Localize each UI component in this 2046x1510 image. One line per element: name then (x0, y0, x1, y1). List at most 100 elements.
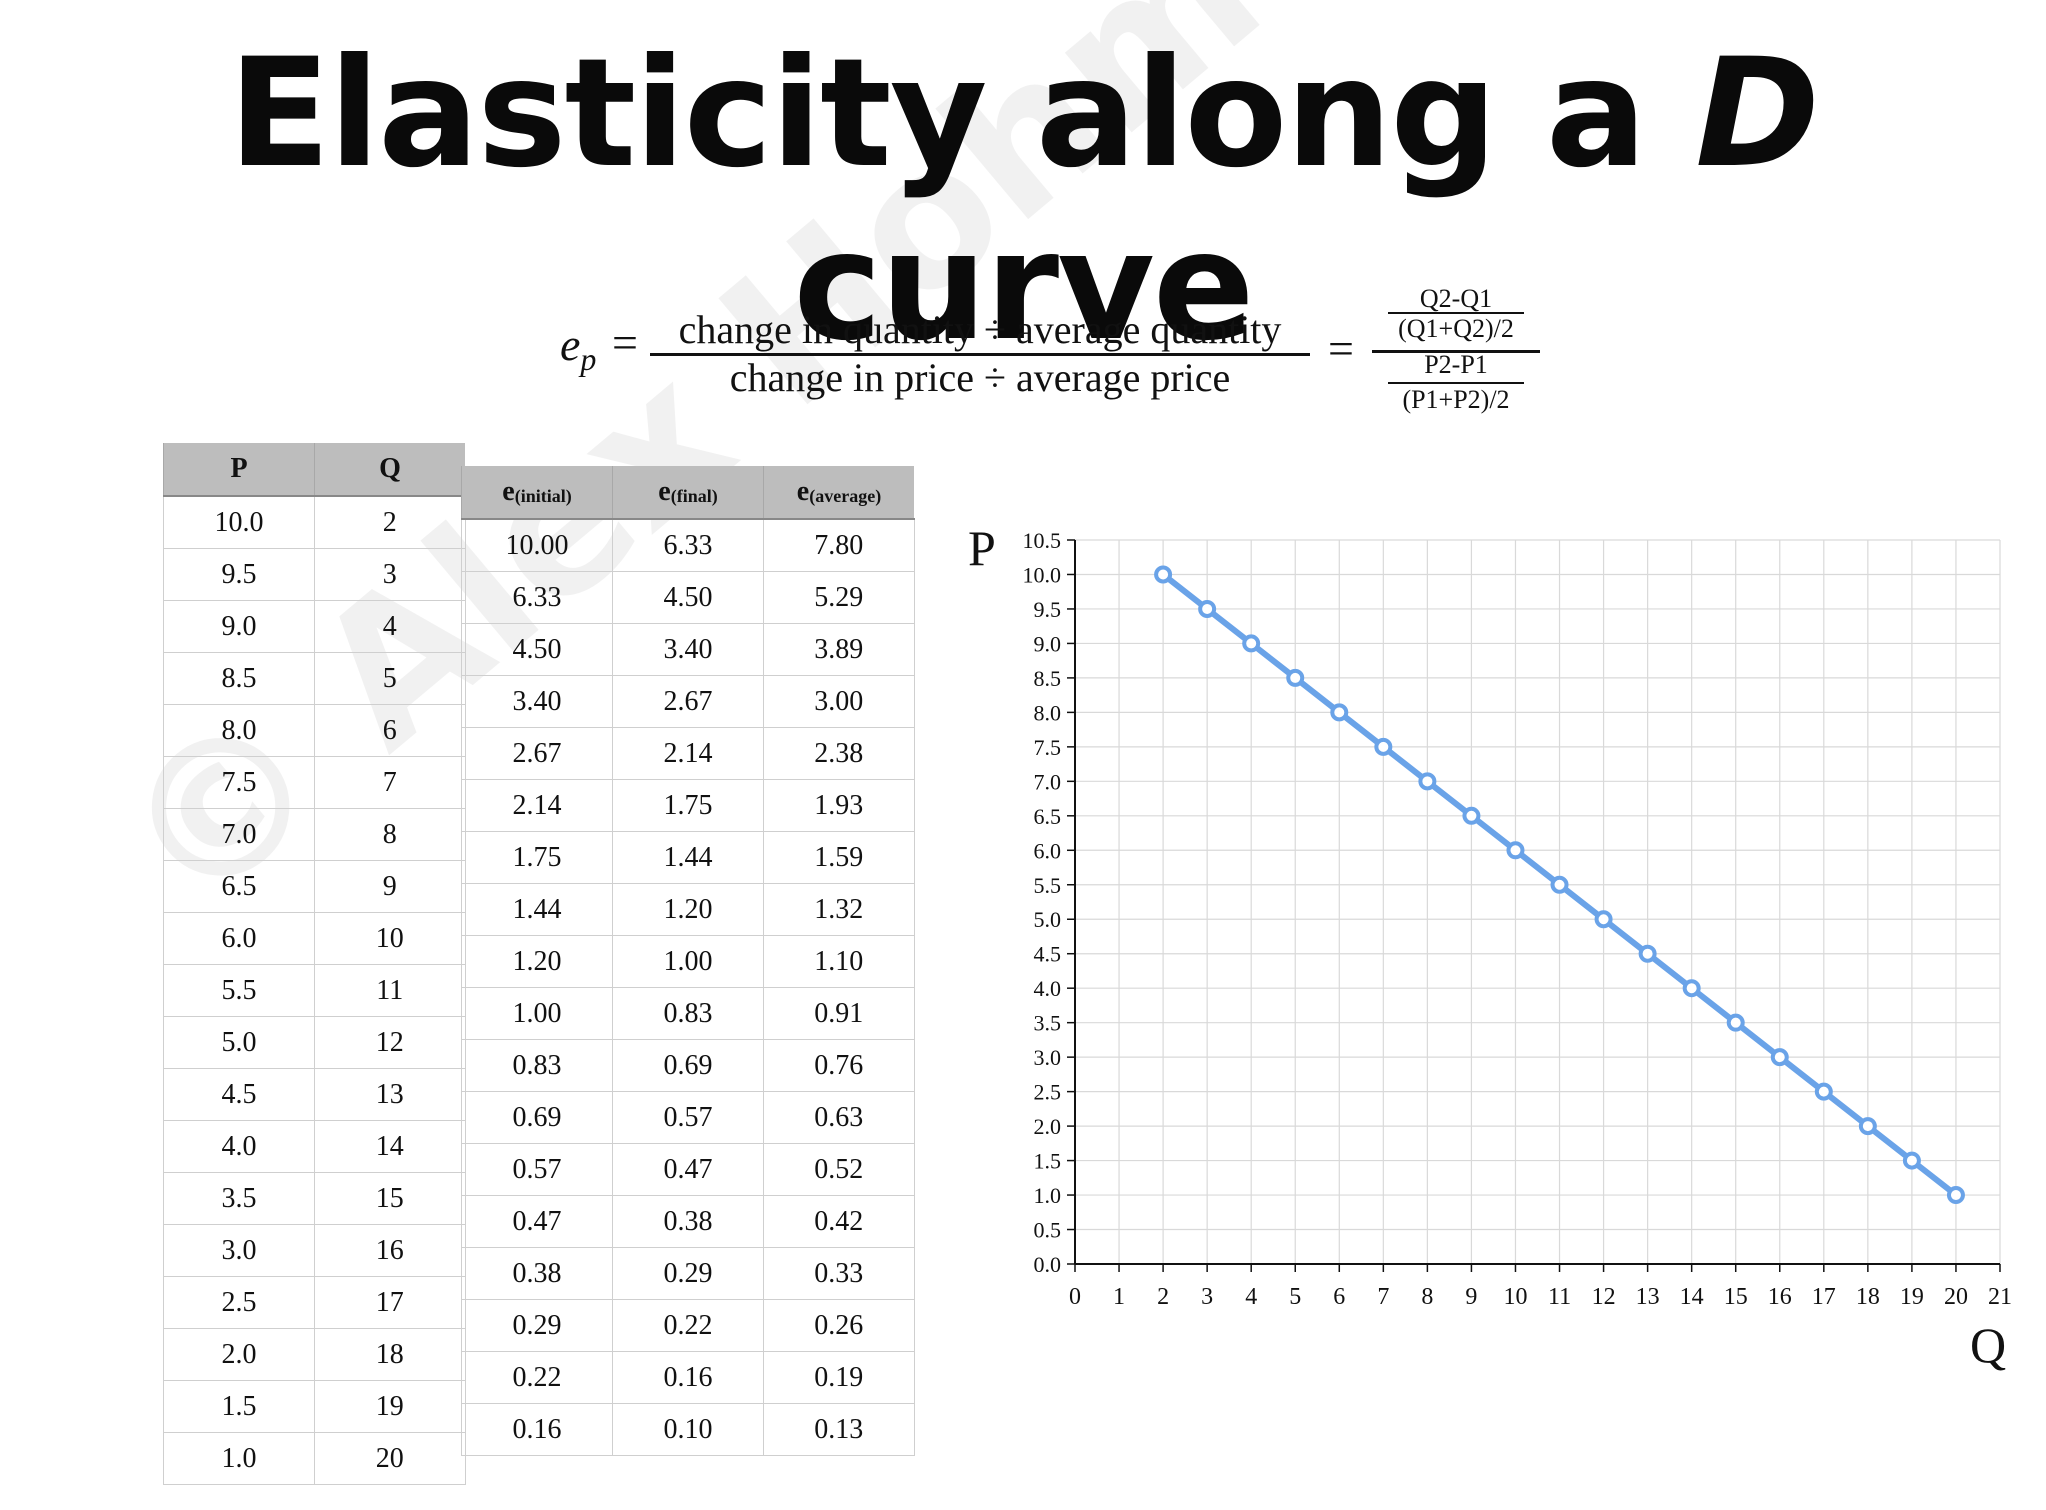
table-row: 6.33 4.50 5.29 (461, 571, 915, 624)
table-row: 1.20 1.00 1.10 (461, 935, 915, 988)
e-cell: 4.50 (461, 623, 613, 676)
e-cell: 3.00 (763, 675, 915, 728)
data-point (1858, 1117, 1877, 1136)
pq-cell: 3 (314, 548, 466, 601)
x-tick-label: 17 (1812, 1284, 1836, 1310)
data-point (1550, 875, 1569, 894)
table-row: 3.5 15 (163, 1172, 466, 1225)
x-tick-label: 5 (1289, 1284, 1301, 1310)
pq-cell: 9.0 (163, 600, 315, 653)
e-cell: 0.16 (612, 1351, 764, 1404)
x-tick-label: 18 (1856, 1284, 1880, 1310)
table-row: 0.57 0.47 0.52 (461, 1143, 915, 1196)
y-tick-label: 6.0 (1034, 838, 1062, 863)
y-tick-label: 8.0 (1034, 700, 1062, 725)
pq-cell: 20 (314, 1432, 466, 1485)
pq-cell: 17 (314, 1276, 466, 1329)
x-tick-label: 16 (1768, 1284, 1792, 1310)
x-tick-label: 21 (1988, 1284, 2012, 1310)
table-row: 0.29 0.22 0.26 (461, 1299, 915, 1352)
data-point (1374, 737, 1393, 756)
y-tick-label: 0.5 (1034, 1218, 1062, 1243)
e-header-sub: (initial) (514, 486, 572, 506)
data-point (1594, 910, 1613, 929)
pq-cell: 10.0 (163, 495, 315, 549)
e-cell: 6.33 (461, 571, 613, 624)
table-row: 2.5 17 (163, 1276, 466, 1329)
y-tick-label: 6.5 (1034, 804, 1062, 829)
pq-header-cell: P (163, 443, 315, 497)
e-cell: 0.57 (461, 1143, 613, 1196)
table-row: 3.0 16 (163, 1224, 466, 1277)
y-tick-label: 5.0 (1034, 907, 1062, 932)
pq-header-cell: Q (314, 443, 465, 497)
y-tick-label: 10.0 (1023, 562, 1062, 587)
e-cell: 0.38 (612, 1195, 764, 1248)
e-cell: 3.89 (763, 623, 915, 676)
e-cell: 7.80 (763, 518, 915, 572)
x-tick-label: 15 (1724, 1284, 1748, 1310)
y-tick-label: 1.5 (1034, 1149, 1062, 1174)
y-tick-label: 0.0 (1034, 1252, 1062, 1277)
x-tick-label: 9 (1465, 1284, 1477, 1310)
e-cell: 1.00 (461, 987, 613, 1040)
formula-lhs-main: e (560, 319, 581, 370)
table-row: 2.14 1.75 1.93 (461, 779, 915, 832)
e-cell: 0.69 (612, 1039, 764, 1092)
pq-cell: 18 (314, 1328, 466, 1381)
data-point (1638, 944, 1657, 963)
e-header-main: e (502, 476, 515, 507)
formula-lhs-sub: p (580, 341, 597, 378)
formula-q-numerator: Q2-Q1 (1419, 284, 1493, 313)
table-row: 1.00 0.83 0.91 (461, 987, 915, 1040)
table-row: 9.5 3 (163, 548, 466, 601)
data-point (1814, 1082, 1833, 1101)
pq-cell: 8.5 (163, 652, 315, 705)
y-tick-label: 2.5 (1034, 1080, 1062, 1105)
pq-cell: 3.5 (163, 1172, 315, 1225)
table-row: 0.38 0.29 0.33 (461, 1247, 915, 1300)
x-tick-label: 6 (1333, 1284, 1345, 1310)
x-tick-label: 3 (1201, 1284, 1213, 1310)
x-tick-label: 2 (1157, 1284, 1169, 1310)
pq-cell: 7.0 (163, 808, 315, 861)
pq-cell: 7.5 (163, 756, 315, 809)
e-cell: 0.19 (763, 1351, 915, 1404)
data-point (1726, 1013, 1745, 1032)
e-cell: 0.52 (763, 1143, 915, 1196)
table-row: 3.40 2.67 3.00 (461, 675, 915, 728)
y-tick-label: 4.0 (1034, 976, 1062, 1001)
y-tick-label: 1.0 (1034, 1183, 1062, 1208)
data-point (1418, 772, 1437, 791)
table-row: 2.67 2.14 2.38 (461, 727, 915, 780)
formula-main-bar (1372, 350, 1540, 353)
title-italic: D (1695, 27, 1820, 201)
x-tick-label: 11 (1548, 1284, 1571, 1310)
e-cell: 3.40 (461, 675, 613, 728)
pq-cell: 9 (314, 860, 466, 913)
e-cell: 1.20 (612, 883, 764, 936)
x-tick-label: 7 (1377, 1284, 1389, 1310)
e-cell: 1.10 (763, 935, 915, 988)
e-cell: 1.20 (461, 935, 613, 988)
e-table-header: e(initial) e(final) e(average) (461, 466, 914, 520)
formula-p-bar (1388, 382, 1524, 384)
e-cell: 1.75 (612, 779, 764, 832)
e-header-sub: (final) (670, 486, 718, 506)
x-tick-label: 0 (1069, 1284, 1081, 1310)
table-row: 1.75 1.44 1.59 (461, 831, 915, 884)
table-row: 10.0 2 (163, 495, 466, 549)
e-cell: 6.33 (612, 518, 764, 572)
e-cell: 4.50 (612, 571, 764, 624)
formula-lhs: ep (560, 318, 596, 378)
pq-cell: 2.0 (163, 1328, 315, 1381)
x-tick-label: 4 (1245, 1284, 1257, 1310)
e-cell: 0.33 (763, 1247, 915, 1300)
data-point (1462, 806, 1481, 825)
pq-cell: 5.5 (163, 964, 315, 1017)
e-cell: 0.16 (461, 1403, 613, 1456)
formula-equals-2: = (1328, 323, 1354, 374)
